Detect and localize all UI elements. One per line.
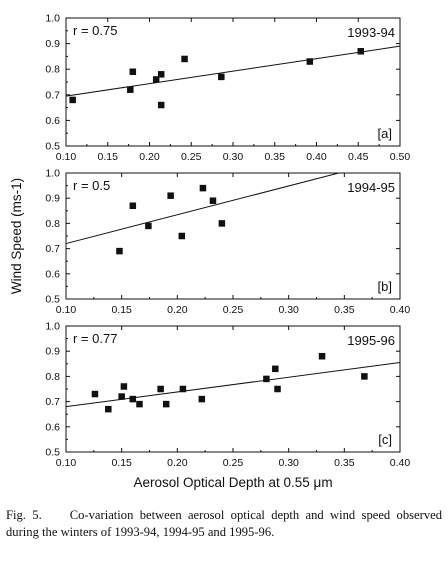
data-point [357,48,365,55]
period-label: 1994-95 [347,180,395,195]
correlation-label: r = 0.5 [73,178,110,193]
panel-1: 0.5 0.6 0.7 0.8 0.9 1.0 0.10 0.15 0.20 0.25 0.30 0.… [45,13,410,164]
data-point [199,184,207,192]
x-tick-label: 0.45 [348,151,369,163]
y-tick-label: 0.5 [45,447,60,459]
x-tick-label: 0.35 [334,457,355,469]
data-point [179,385,187,393]
y-tick-label: 1.0 [45,168,60,180]
y-axis-title: Wind Speed (ms-1) [9,178,24,294]
correlation-label: r = 0.77 [73,331,117,346]
x-tick-label: 0.40 [306,151,327,163]
x-tick-label: 0.25 [181,151,202,163]
data-point [129,202,137,210]
fit-line [65,45,401,97]
correlation-label: r = 0.75 [73,23,117,38]
x-tick-label: 0.10 [56,151,77,163]
x-tick-label: 0.35 [334,304,355,316]
panel-tag: [c] [378,432,392,447]
data-point [318,352,326,360]
y-tick-label: 1.0 [45,13,60,25]
y-tick-label: 0.7 [45,89,60,101]
x-tick-label: 0.30 [278,304,299,316]
panels-group: 0.5 0.6 0.7 0.8 0.9 1.0 0.10 0.15 0.20 0.25 0.30 0.… [45,13,410,470]
data-point [162,400,170,408]
x-tick-label: 0.35 [265,151,286,163]
data-point [105,405,112,413]
data-point [361,373,368,380]
period-label: 1995-96 [347,333,395,348]
data-point [178,232,186,240]
y-tick-label: 0.5 [45,294,60,306]
caption-label: Fig. 5. [6,508,42,522]
fit-line [65,362,401,408]
data-point [272,365,279,373]
x-tick-label: 0.25 [223,457,244,469]
data-point [209,197,217,204]
panel-3: 0.5 0.6 0.7 0.8 0.9 1.0 0.10 0.15 0.20 0.25 0.30 0.… [45,321,410,470]
x-tick-label: 0.15 [98,151,119,163]
y-tick-label: 0.5 [45,141,60,153]
x-tick-label: 0.20 [167,304,188,316]
data-point [69,96,76,104]
x-tick-label: 0.50 [390,151,411,163]
data-point [127,86,134,93]
data-point [218,73,225,81]
y-tick-label: 0.8 [45,64,60,76]
x-tick-label: 0.10 [56,304,77,316]
data-point [306,58,314,65]
data-point [116,247,123,255]
x-tick-label: 0.30 [278,457,299,469]
panel-tag: [b] [378,279,392,294]
x-tick-label: 0.40 [390,457,411,469]
y-tick-label: 0.9 [45,193,60,205]
panel-2: 0.5 0.6 0.7 0.8 0.9 1.0 0.10 0.15 0.20 0.25 0.30 0.… [45,168,410,317]
data-point [91,390,99,398]
y-tick-label: 0.7 [45,243,60,255]
x-tick-label: 0.10 [56,457,77,469]
x-tick-label: 0.15 [111,304,132,316]
x-tick-label: 0.20 [167,457,188,469]
data-point [129,68,137,76]
data-point [263,375,270,383]
data-point [198,395,206,403]
panel-tag: [a] [378,126,392,141]
data-point [120,383,128,390]
y-tick-label: 0.9 [45,38,60,50]
y-tick-label: 0.6 [45,421,60,433]
data-point [136,400,143,408]
data-point [118,393,125,400]
data-point [274,385,281,393]
x-tick-label: 0.40 [390,304,411,316]
fit-line [65,172,339,245]
figure-caption: Fig. 5. Co-variation between aerosol opti… [6,507,442,541]
y-tick-label: 0.8 [45,218,60,230]
y-tick-label: 0.6 [45,115,60,127]
data-point [145,222,152,230]
data-point [167,192,174,199]
x-tick-label: 0.15 [111,457,132,469]
data-point [157,71,165,78]
x-tick-label: 0.30 [223,151,244,163]
y-tick-label: 1.0 [45,321,60,333]
caption-text: Co-variation between aerosol optical dep… [6,508,442,539]
data-point [129,395,137,403]
data-point [157,385,164,393]
data-point [181,55,188,63]
data-point [152,76,160,83]
x-axis-title: Aerosol Optical Depth at 0.55 μm [133,475,332,490]
data-point [157,101,165,109]
x-tick-label: 0.25 [223,304,244,316]
scatter-figure: 0.5 0.6 0.7 0.8 0.9 1.0 0.10 0.15 0.20 0.25 0.30 0.… [9,13,410,491]
y-tick-label: 0.8 [45,371,60,383]
period-label: 1993-94 [347,25,395,40]
y-tick-label: 0.9 [45,346,60,358]
data-point [218,220,226,227]
y-tick-label: 0.7 [45,396,60,408]
x-tick-label: 0.20 [139,151,160,163]
y-tick-label: 0.6 [45,268,60,280]
